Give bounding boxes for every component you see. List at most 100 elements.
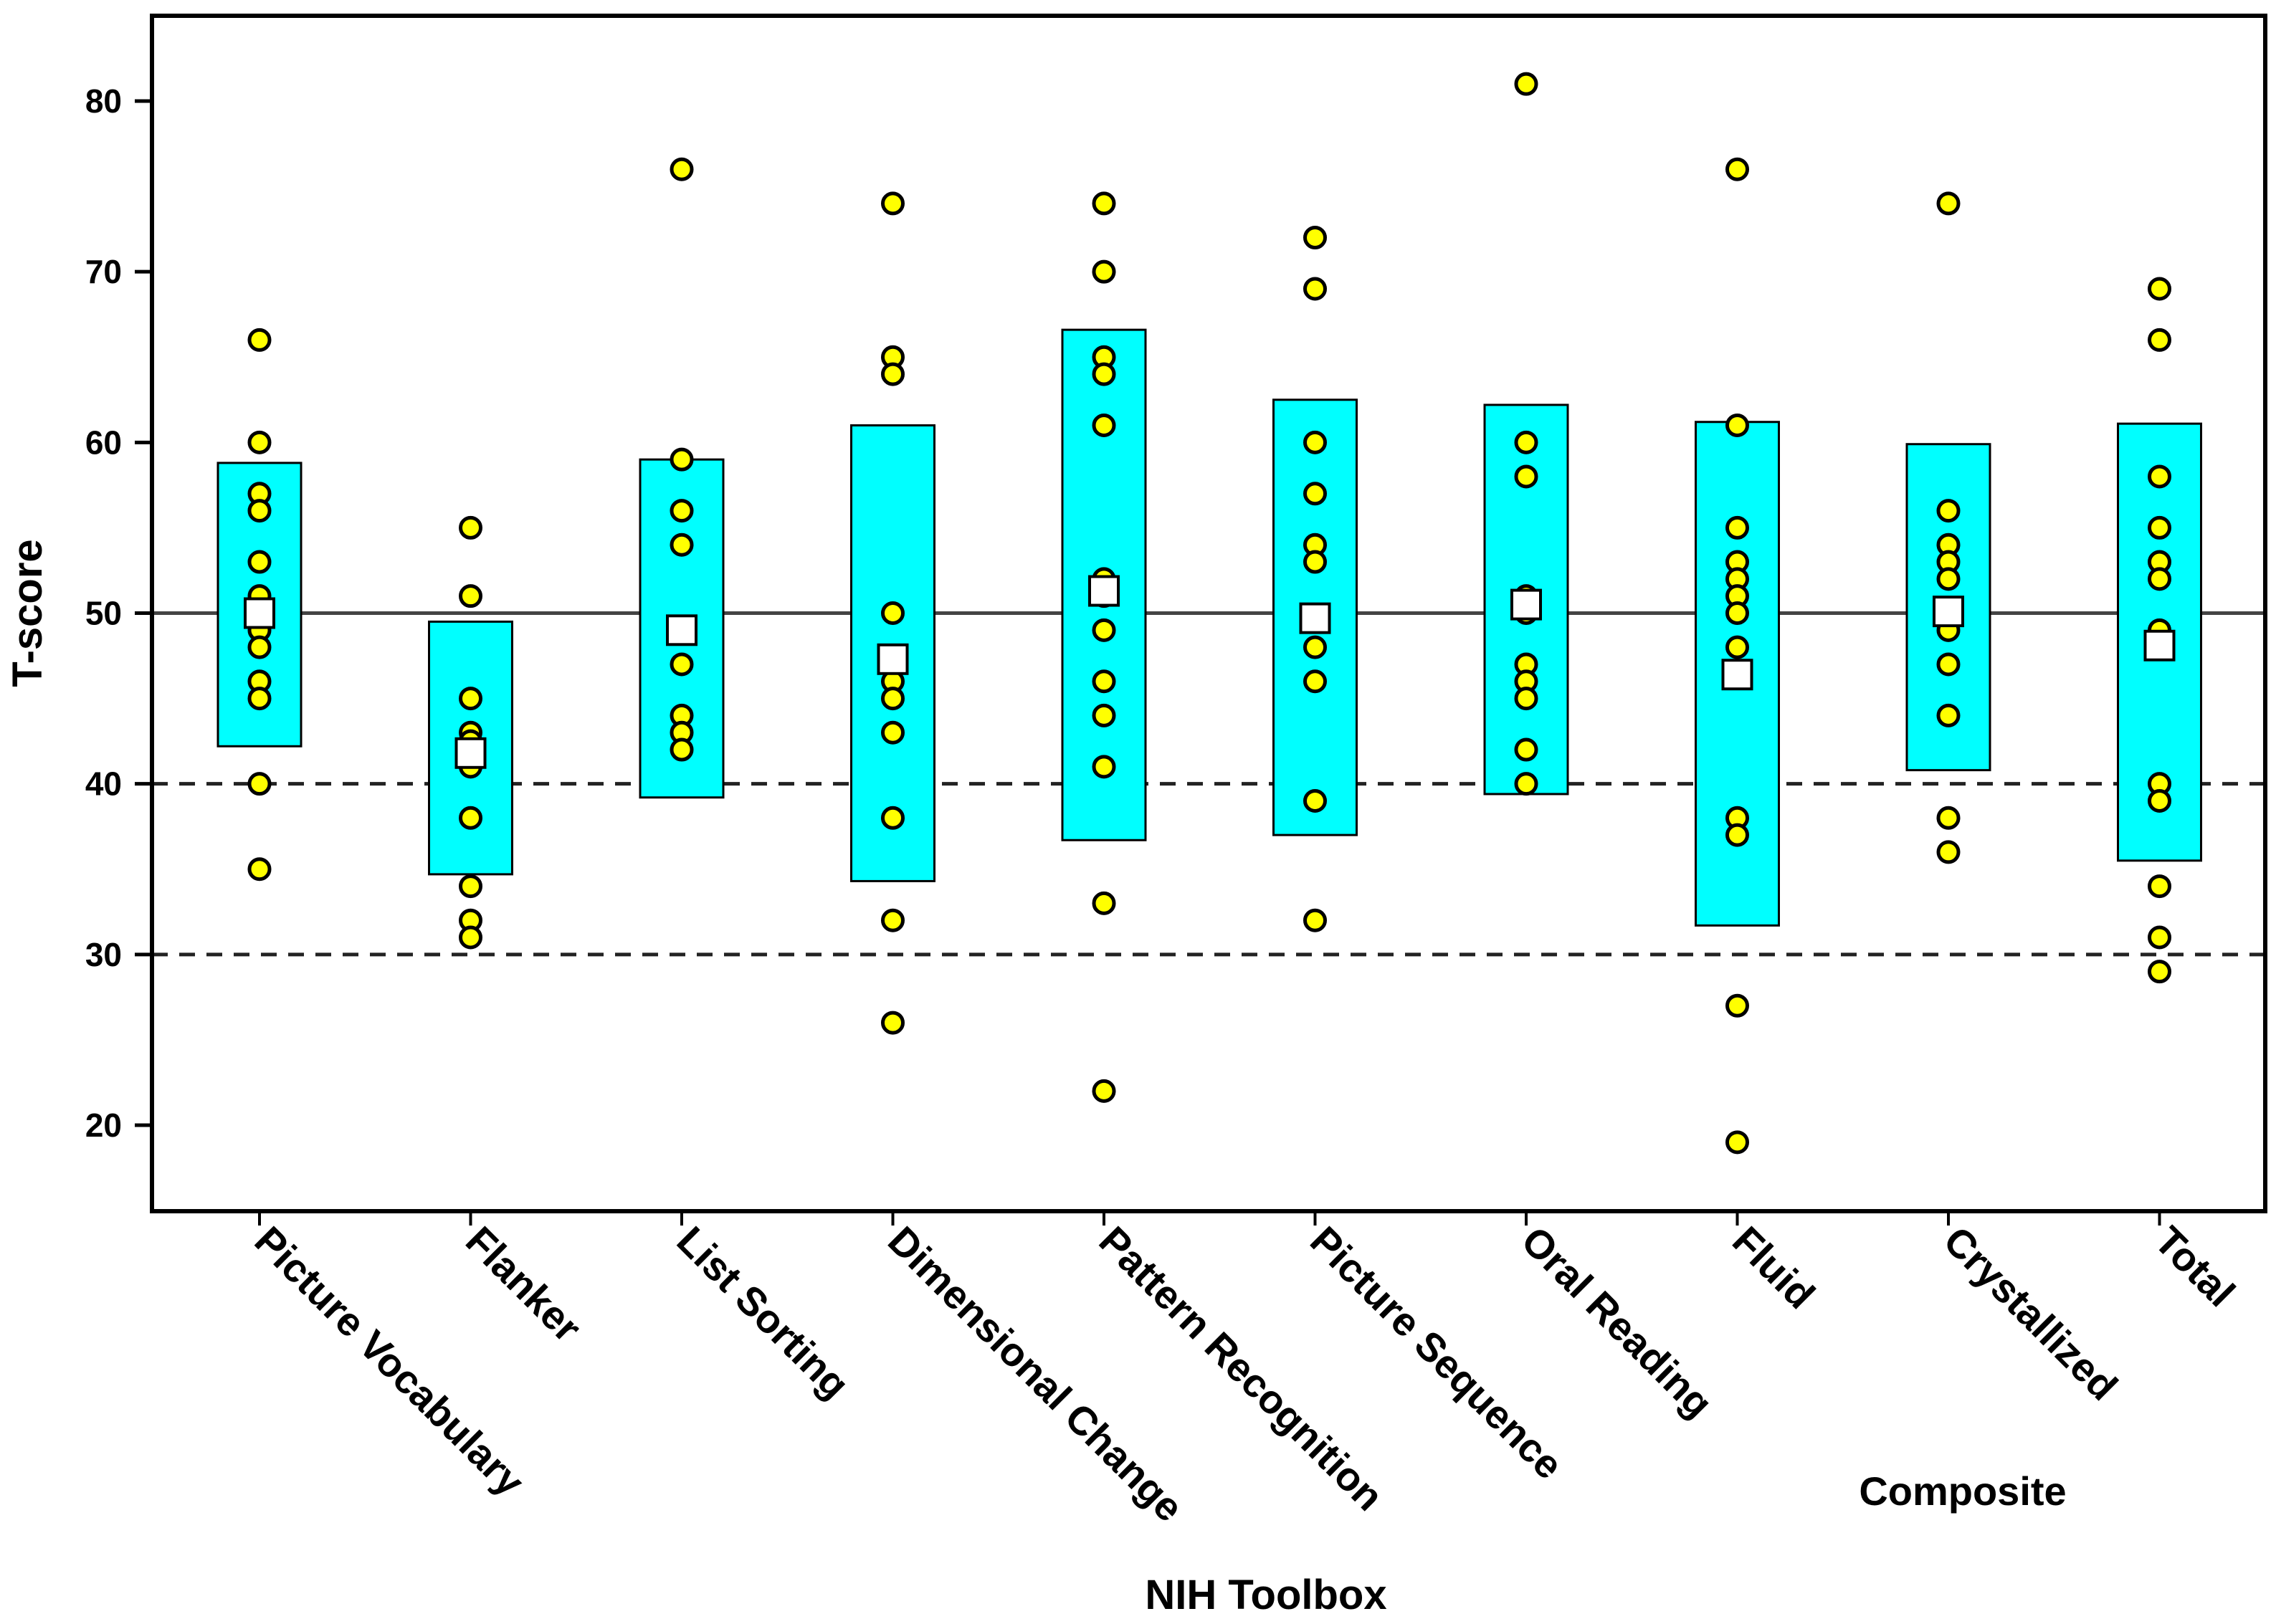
data-point-pattern-recognition [1092,891,1116,915]
data-point-oral-reading [1514,72,1538,96]
mean-marker-picture-vocabulary [244,597,275,629]
data-point-dimensional-change [881,687,905,711]
mean-marker-list-sorting [666,614,697,646]
mean-marker-picture-sequence [1299,602,1331,634]
data-points [247,72,2171,1155]
data-point-picture-vocabulary [247,687,272,711]
data-point-pattern-recognition [1092,618,1116,642]
y-tick-label-20: 20 [85,1107,122,1144]
data-point-fluid [1725,601,1749,625]
data-point-picture-vocabulary [247,772,272,796]
data-point-crystallized [1936,703,1961,727]
data-point-flanker [459,925,482,950]
data-point-pattern-recognition [1092,191,1116,216]
data-point-fluid [1725,414,1749,438]
data-point-pattern-recognition [1092,259,1116,284]
data-point-crystallized [1936,652,1961,677]
x-tick-label-oral-reading: Oral Reading [1513,1218,1722,1426]
data-point-picture-sequence [1303,669,1327,694]
data-point-total [2148,788,2171,813]
composite-group-label: Composite [1859,1468,2066,1514]
mean-marker-oral-reading [1510,588,1542,621]
data-point-pattern-recognition [1092,362,1116,386]
data-point-list-sorting [670,157,694,181]
data-point-pattern-recognition [1092,669,1116,694]
data-point-fluid [1725,823,1749,847]
mean-marker-flanker [454,737,487,769]
data-point-crystallized [1936,191,1961,216]
data-point-total [2148,277,2171,301]
y-tick-label-80: 80 [85,82,122,120]
data-point-dimensional-change [881,362,905,386]
data-point-pattern-recognition [1092,755,1116,779]
data-point-total [2148,515,2171,540]
y-tick-label-50: 50 [85,595,122,632]
data-point-fluid [1725,157,1749,181]
data-point-picture-sequence [1303,277,1327,301]
data-point-picture-vocabulary [247,328,272,352]
data-point-total [2148,464,2171,489]
data-point-total [2148,960,2171,984]
data-point-picture-vocabulary [247,550,272,574]
data-point-picture-sequence [1303,550,1327,574]
range-boxes [216,328,2202,927]
data-point-picture-vocabulary [247,857,272,882]
data-point-pattern-recognition [1092,703,1116,727]
data-point-total [2148,874,2171,899]
x-axis-title: NIH Toolbox [1145,1572,1386,1618]
data-point-oral-reading [1514,687,1538,711]
data-point-crystallized [1936,840,1961,864]
data-point-total [2148,925,2171,950]
data-point-dimensional-change [881,1011,905,1035]
data-point-dimensional-change [881,720,905,745]
data-point-oral-reading [1514,464,1538,489]
data-point-dimensional-change [881,806,905,830]
data-point-fluid [1725,635,1749,659]
x-tick-label-crystallized: Crystallized [1935,1218,2127,1409]
y-axis: 20 30 40 50 60 70 80 [85,82,152,1144]
data-point-flanker [459,687,482,711]
data-point-flanker [459,584,482,608]
data-point-list-sorting [670,499,694,523]
data-point-list-sorting [670,652,694,677]
y-axis-title: T-score [4,539,51,687]
data-point-crystallized [1936,499,1961,523]
data-point-crystallized [1936,567,1961,591]
data-point-picture-sequence [1303,226,1327,250]
data-point-total [2148,567,2171,591]
data-point-picture-sequence [1303,788,1327,813]
data-point-picture-sequence [1303,908,1327,932]
data-point-dimensional-change [881,601,905,625]
data-point-dimensional-change [881,908,905,932]
data-point-flanker [459,515,482,540]
y-tick-label-30: 30 [85,936,122,973]
data-point-picture-vocabulary [247,430,272,454]
data-point-list-sorting [670,447,694,472]
data-point-picture-sequence [1303,635,1327,659]
data-point-fluid [1725,993,1749,1018]
y-tick-label-70: 70 [85,253,122,290]
mean-marker-fluid [1721,659,1753,691]
mean-marker-total [2143,629,2176,661]
data-point-fluid [1725,1130,1749,1155]
data-point-list-sorting [670,532,694,557]
data-point-pattern-recognition [1092,1079,1116,1103]
data-point-flanker [459,874,482,899]
mean-markers [244,575,2176,769]
x-tick-label-total: Total [2146,1218,2244,1315]
data-point-fluid [1725,515,1749,540]
x-tick-label-fluid: Fluid [1724,1218,1824,1317]
mean-marker-crystallized [1933,596,1964,628]
data-point-flanker [459,806,482,830]
data-point-picture-vocabulary [247,635,272,659]
y-tick-label-40: 40 [85,765,122,803]
data-point-pattern-recognition [1092,414,1116,438]
data-point-crystallized [1936,806,1961,830]
data-point-oral-reading [1514,430,1538,454]
mean-marker-pattern-recognition [1088,575,1120,607]
data-point-oral-reading [1514,737,1538,762]
data-point-list-sorting [670,737,694,762]
y-tick-label-60: 60 [85,424,122,461]
x-tick-label-flanker: Flanker [457,1218,590,1350]
